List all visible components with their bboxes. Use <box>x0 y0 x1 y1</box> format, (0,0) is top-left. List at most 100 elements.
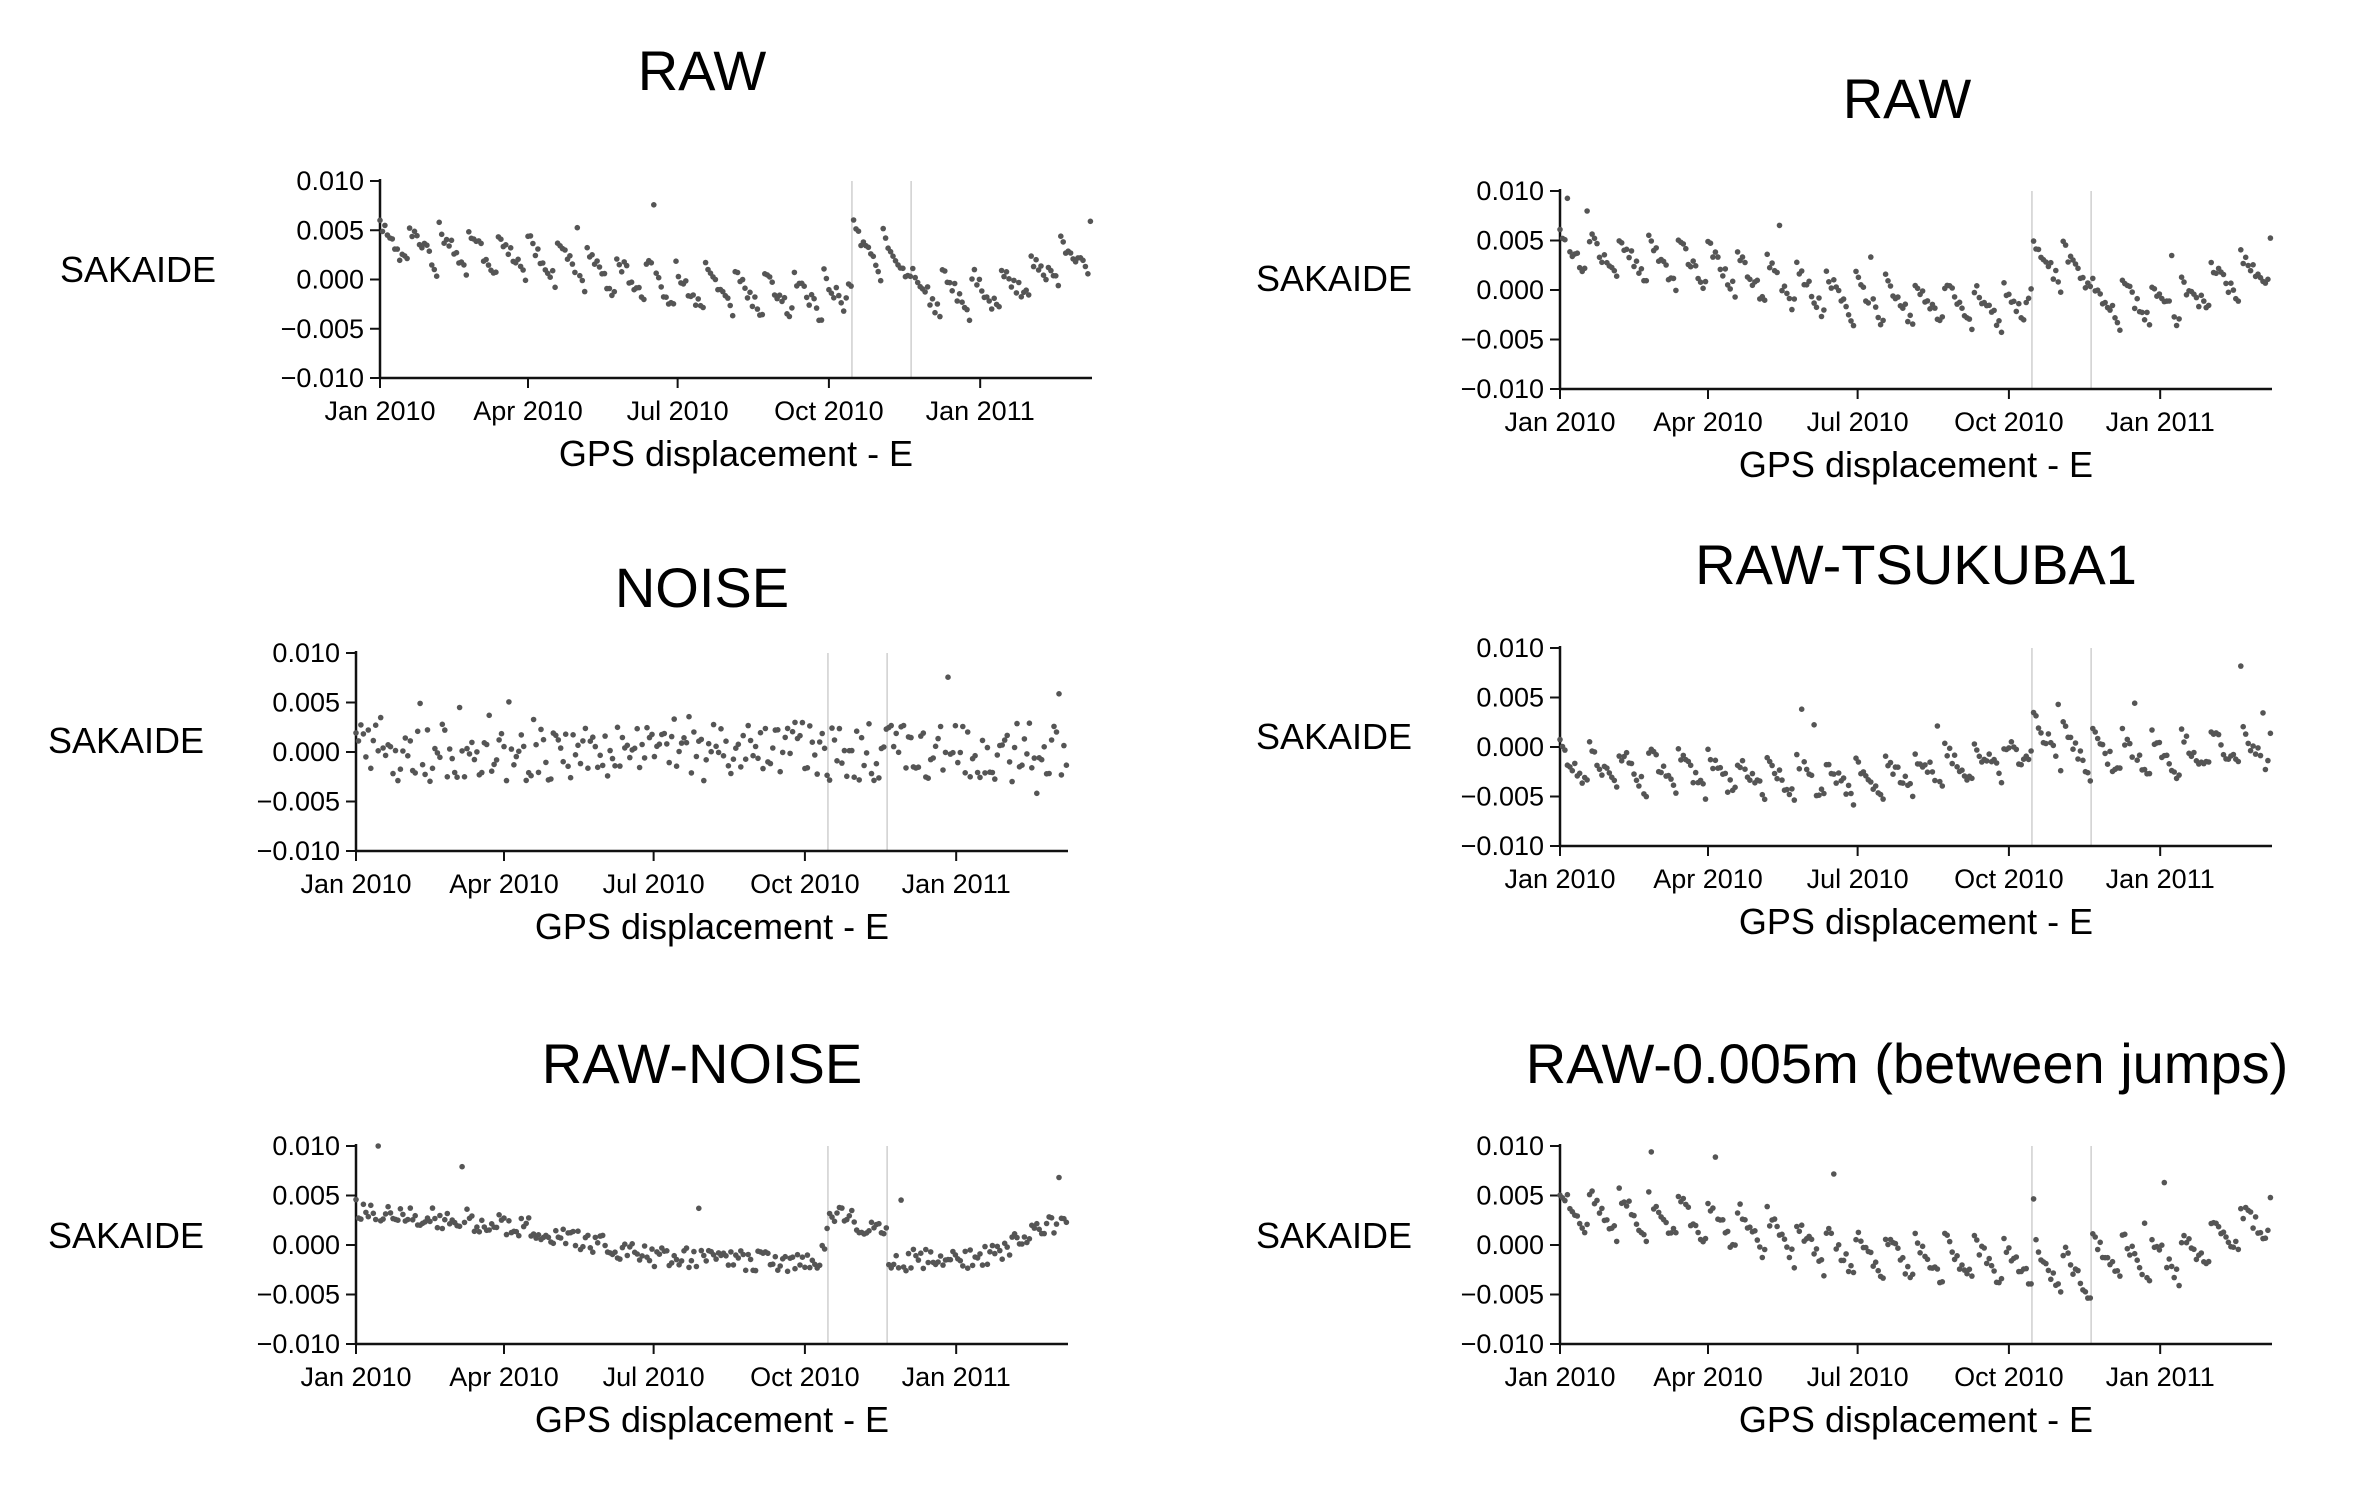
data-point <box>1702 796 1709 802</box>
data-point <box>1046 770 1052 777</box>
data-point <box>1801 759 1807 765</box>
data-point <box>528 772 534 779</box>
data-point <box>2048 1276 2054 1283</box>
data-point <box>1596 1210 1603 1216</box>
data-point <box>1569 767 1576 774</box>
data-point <box>646 1257 653 1264</box>
data-point <box>693 753 700 760</box>
data-point <box>1784 786 1790 793</box>
data-point <box>920 730 927 736</box>
data-point <box>786 313 793 320</box>
data-point <box>2171 314 2177 320</box>
x-tick-label: Apr 2010 <box>1653 864 1763 894</box>
data-point <box>442 727 448 733</box>
data-point <box>988 306 995 312</box>
data-point <box>2080 274 2086 281</box>
series-label: SAKAIDE <box>1256 1215 1412 1256</box>
data-point <box>1895 764 1901 770</box>
data-point <box>2043 1260 2049 1267</box>
data-point <box>1016 279 1022 286</box>
data-point <box>1633 258 1640 265</box>
data-point <box>1033 256 1039 263</box>
data-point <box>1006 276 1012 282</box>
data-point <box>2050 1270 2057 1276</box>
data-point <box>789 1254 796 1260</box>
data-point <box>1919 288 1926 294</box>
data-point <box>1774 269 1780 276</box>
data-point <box>2178 726 2185 732</box>
data-point <box>907 273 914 280</box>
x-axis-label: GPS displacement - E <box>535 1399 889 1440</box>
data-point <box>664 741 670 747</box>
data-point <box>839 1205 845 1211</box>
data-point <box>767 760 774 767</box>
data-point <box>1771 1216 1778 1222</box>
data-point <box>1905 1263 1911 1270</box>
data-point <box>419 245 425 251</box>
data-point <box>2124 1245 2131 1252</box>
data-point <box>565 763 571 770</box>
data-point <box>2008 739 2015 745</box>
data-point <box>782 1253 788 1260</box>
y-tick-label: 0.000 <box>1476 732 1544 762</box>
data-point <box>540 260 546 266</box>
data-point <box>1929 769 1936 775</box>
data-point <box>848 283 854 289</box>
data-point <box>503 1231 510 1238</box>
data-point <box>1594 1197 1600 1204</box>
data-point <box>617 1256 623 1262</box>
data-point <box>2097 1239 2103 1246</box>
data-point <box>1872 783 1879 789</box>
data-point <box>1048 737 1055 743</box>
data-point <box>560 1226 566 1233</box>
data-point <box>1754 1237 1761 1243</box>
data-point <box>483 741 490 748</box>
data-point <box>1811 1251 1817 1257</box>
data-point <box>392 747 399 754</box>
x-axis-label: GPS displacement - E <box>535 906 889 947</box>
data-point <box>770 745 776 751</box>
data-point <box>999 1256 1005 1262</box>
data-point <box>730 1262 737 1268</box>
data-point <box>2171 769 2177 775</box>
data-point <box>1053 273 1059 279</box>
data-point <box>434 750 441 756</box>
data-point <box>1826 761 1832 768</box>
data-point <box>549 267 556 274</box>
data-point <box>1791 296 1798 302</box>
data-point <box>1048 1215 1055 1221</box>
x-tick-label: Jan 2010 <box>324 396 435 426</box>
data-point <box>844 773 850 780</box>
data-point <box>382 752 389 759</box>
y-tick-label: −0.005 <box>257 1280 340 1310</box>
data-point <box>1031 755 1038 761</box>
data-point <box>1712 1154 1719 1160</box>
data-point <box>2173 322 2180 329</box>
data-point <box>2033 713 2039 719</box>
data-point <box>929 296 936 302</box>
data-point <box>636 1257 643 1263</box>
data-point <box>1939 783 1946 789</box>
data-point <box>1784 290 1790 297</box>
data-point <box>675 273 682 280</box>
data-point <box>506 1218 512 1224</box>
data-point <box>2013 1254 2020 1260</box>
data-point <box>947 1256 954 1263</box>
data-point <box>1692 1222 1699 1229</box>
data-point <box>1670 1225 1677 1232</box>
data-point <box>1882 1236 1889 1243</box>
data-point <box>1949 1249 1955 1255</box>
data-point <box>1641 1231 1647 1238</box>
data-point <box>409 1217 416 1223</box>
x-axis-label: GPS displacement - E <box>559 433 913 474</box>
data-point <box>1761 796 1768 803</box>
data-point <box>2134 295 2140 302</box>
data-point <box>976 276 983 283</box>
data-point <box>594 258 600 264</box>
data-point <box>572 1242 579 1249</box>
data-point <box>1774 775 1780 782</box>
data-point <box>469 1213 475 1219</box>
data-point <box>2186 1236 2192 1242</box>
data-point <box>792 1265 798 1272</box>
data-point <box>2112 315 2118 321</box>
